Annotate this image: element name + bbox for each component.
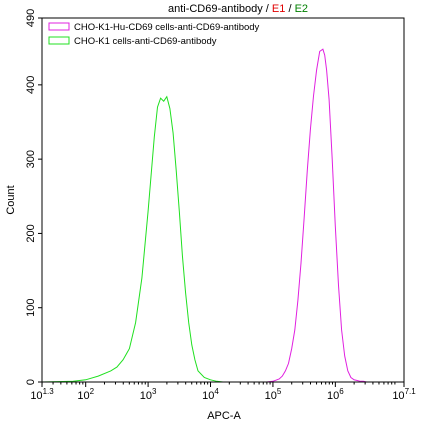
x-axis-label: APC-A [207, 410, 241, 422]
legend-swatch [48, 22, 70, 31]
series-layer [41, 48, 379, 383]
y-tick-label: 200 [25, 224, 37, 242]
y-tick-label: 400 [25, 76, 37, 94]
y-axis-label: Count [5, 185, 17, 214]
legend-label: CHO-K1-Hu-CD69 cells-anti-CD69-antibody [74, 22, 260, 33]
title-main: anti-CD69-antibody [168, 3, 263, 15]
x-tick-label: 107.1 [392, 387, 416, 402]
y-axis: 0 100 200 300 400 490 [25, 9, 42, 385]
legend-label: CHO-K1 cells-anti-CD69-antibody [74, 36, 217, 47]
x-tick-label: 105 [265, 387, 282, 402]
x-tick-label: 101.3 [30, 387, 54, 402]
title-e1: E1 [272, 3, 285, 15]
series-line-2 [41, 95, 242, 383]
title-e2: E2 [295, 3, 308, 15]
x-tick-label: 104 [202, 387, 219, 402]
x-tick-label: 103 [140, 387, 157, 402]
series-line-1 [266, 48, 379, 383]
legend-swatch [48, 36, 70, 45]
plot-frame [41, 17, 405, 383]
x-tick-label: 106 [327, 387, 344, 402]
y-tick-label: 0 [25, 379, 37, 385]
x-axis: 101.3 102 103 104 105 106 107.1 [30, 382, 416, 402]
title-separator: / [263, 3, 272, 15]
legend: CHO-K1-Hu-CD69 cells-anti-CD69-antibody C… [48, 22, 260, 47]
y-tick-label: 490 [25, 9, 37, 27]
x-tick-label: 102 [77, 387, 94, 402]
chart-title: anti-CD69-antibody / E1 / E2 [168, 3, 308, 15]
y-tick-label: 100 [25, 299, 37, 317]
y-tick-label: 300 [25, 150, 37, 168]
title-separator: / [285, 3, 294, 15]
